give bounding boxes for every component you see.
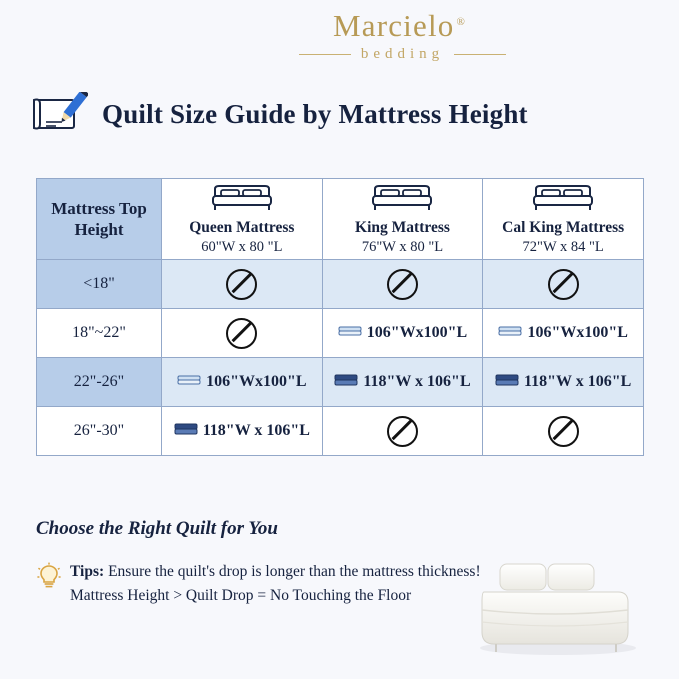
not-recommended-icon	[226, 268, 258, 300]
bed-icon	[162, 181, 322, 216]
cell-r0c2	[482, 259, 644, 309]
cell-r3c0: 118"W x 106"L	[161, 406, 323, 456]
brand-name-text: Marcielo	[332, 8, 455, 43]
cell-value: 118"W x 106"L	[363, 373, 471, 390]
lightbulb-icon	[36, 562, 62, 597]
brand-subtitle: bedding	[360, 46, 445, 62]
bed-photo	[466, 548, 646, 658]
cell-r0c0	[161, 259, 323, 309]
bed-icon	[323, 181, 483, 216]
cell-r3c1	[321, 406, 484, 456]
table-row: 26"-30" 118"W x 106"L	[36, 406, 644, 456]
cell-r0c1	[321, 259, 484, 309]
not-recommended-icon	[547, 268, 579, 300]
page-title-row: Quilt Size Guide by Mattress Height	[32, 88, 647, 136]
cell-value: 106"Wx100"L	[206, 373, 307, 390]
table-row: 22"-26" 106"Wx100"L	[36, 357, 644, 407]
divider-right	[454, 54, 507, 55]
cell-value: 118"W x 106"L	[202, 422, 310, 439]
cell-value: 106"Wx100"L	[527, 324, 628, 341]
column-name-king: King Mattress	[355, 219, 450, 236]
tips-line-2: Mattress Height > Quilt Drop = No Touchi…	[70, 587, 412, 605]
column-header-king: King Mattress 76"W x 80 "L	[321, 178, 484, 260]
quilt-size-table-wrap: Mattress Top Height Queen Mattress 60"W …	[36, 178, 644, 456]
brand-subtitle-row: bedding	[120, 46, 679, 63]
quilt-swatch-dark-icon	[334, 372, 358, 393]
cell-r2c1: 118"W x 106"L	[321, 357, 484, 407]
row-label: 22"-26"	[36, 357, 162, 407]
cell-r2c0: 106"Wx100"L	[161, 357, 323, 407]
not-recommended-icon	[547, 415, 579, 447]
column-header-queen: Queen Mattress 60"W x 80 "L	[161, 178, 323, 260]
row-label: <18"	[36, 259, 162, 309]
cell-value: 118"W x 106"L	[524, 373, 632, 390]
footer-heading: Choose the Right Quilt for You	[36, 518, 278, 539]
quilt-swatch-light-icon	[177, 372, 201, 393]
cell-r1c0	[161, 308, 323, 358]
column-header-cal-king: Cal King Mattress 72"W x 84 "L	[482, 178, 644, 260]
tips-text: Tips: Ensure the quilt's drop is longer …	[70, 560, 481, 608]
tips-line-1: Ensure the quilt's drop is longer than t…	[104, 563, 481, 580]
column-dims-queen: 60"W x 80 "L	[201, 239, 283, 256]
column-name-queen: Queen Mattress	[189, 219, 295, 236]
page-title: Quilt Size Guide by Mattress Height	[102, 98, 528, 129]
registered-mark-icon: ®	[456, 15, 467, 28]
tips-label: Tips:	[70, 563, 105, 580]
quilt-swatch-light-icon	[498, 323, 522, 344]
tips-row: Tips: Ensure the quilt's drop is longer …	[36, 560, 646, 608]
bed-icon	[483, 181, 643, 216]
not-recommended-icon	[386, 268, 418, 300]
ruler-pencil-icon	[32, 88, 90, 136]
brand-name: Marcielo ®	[333, 8, 466, 44]
column-dims-king: 76"W x 80 "L	[361, 239, 444, 256]
divider-left	[298, 54, 351, 55]
quilt-swatch-dark-icon	[495, 372, 519, 393]
column-dims-cal-king: 72"W x 84 "L	[522, 239, 604, 256]
cell-r2c2: 118"W x 106"L	[482, 357, 644, 407]
cell-value: 106"Wx100"L	[366, 324, 468, 341]
quilt-swatch-dark-icon	[174, 421, 198, 442]
table-header-row: Mattress Top Height Queen Mattress 60"W …	[36, 178, 644, 260]
table-row: <18"	[36, 259, 644, 309]
cell-r3c2	[482, 406, 644, 456]
table-row: 18"~22" 106"Wx100"L	[36, 308, 644, 358]
row-label: 18"~22"	[36, 308, 162, 358]
not-recommended-icon	[226, 317, 258, 349]
not-recommended-icon	[386, 415, 418, 447]
quilt-swatch-light-icon	[338, 323, 362, 344]
cell-r1c1: 106"Wx100"L	[321, 308, 484, 358]
footer-section: Choose the Right Quilt for You Tips: Ens…	[36, 518, 646, 655]
brand-header: Marcielo ® bedding	[0, 8, 679, 63]
column-name-cal-king: Cal King Mattress	[502, 219, 625, 236]
quilt-size-table: Mattress Top Height Queen Mattress 60"W …	[36, 178, 644, 456]
corner-header-cell: Mattress Top Height	[36, 178, 162, 260]
row-label: 26"-30"	[36, 406, 162, 456]
cell-r1c2: 106"Wx100"L	[482, 308, 644, 358]
